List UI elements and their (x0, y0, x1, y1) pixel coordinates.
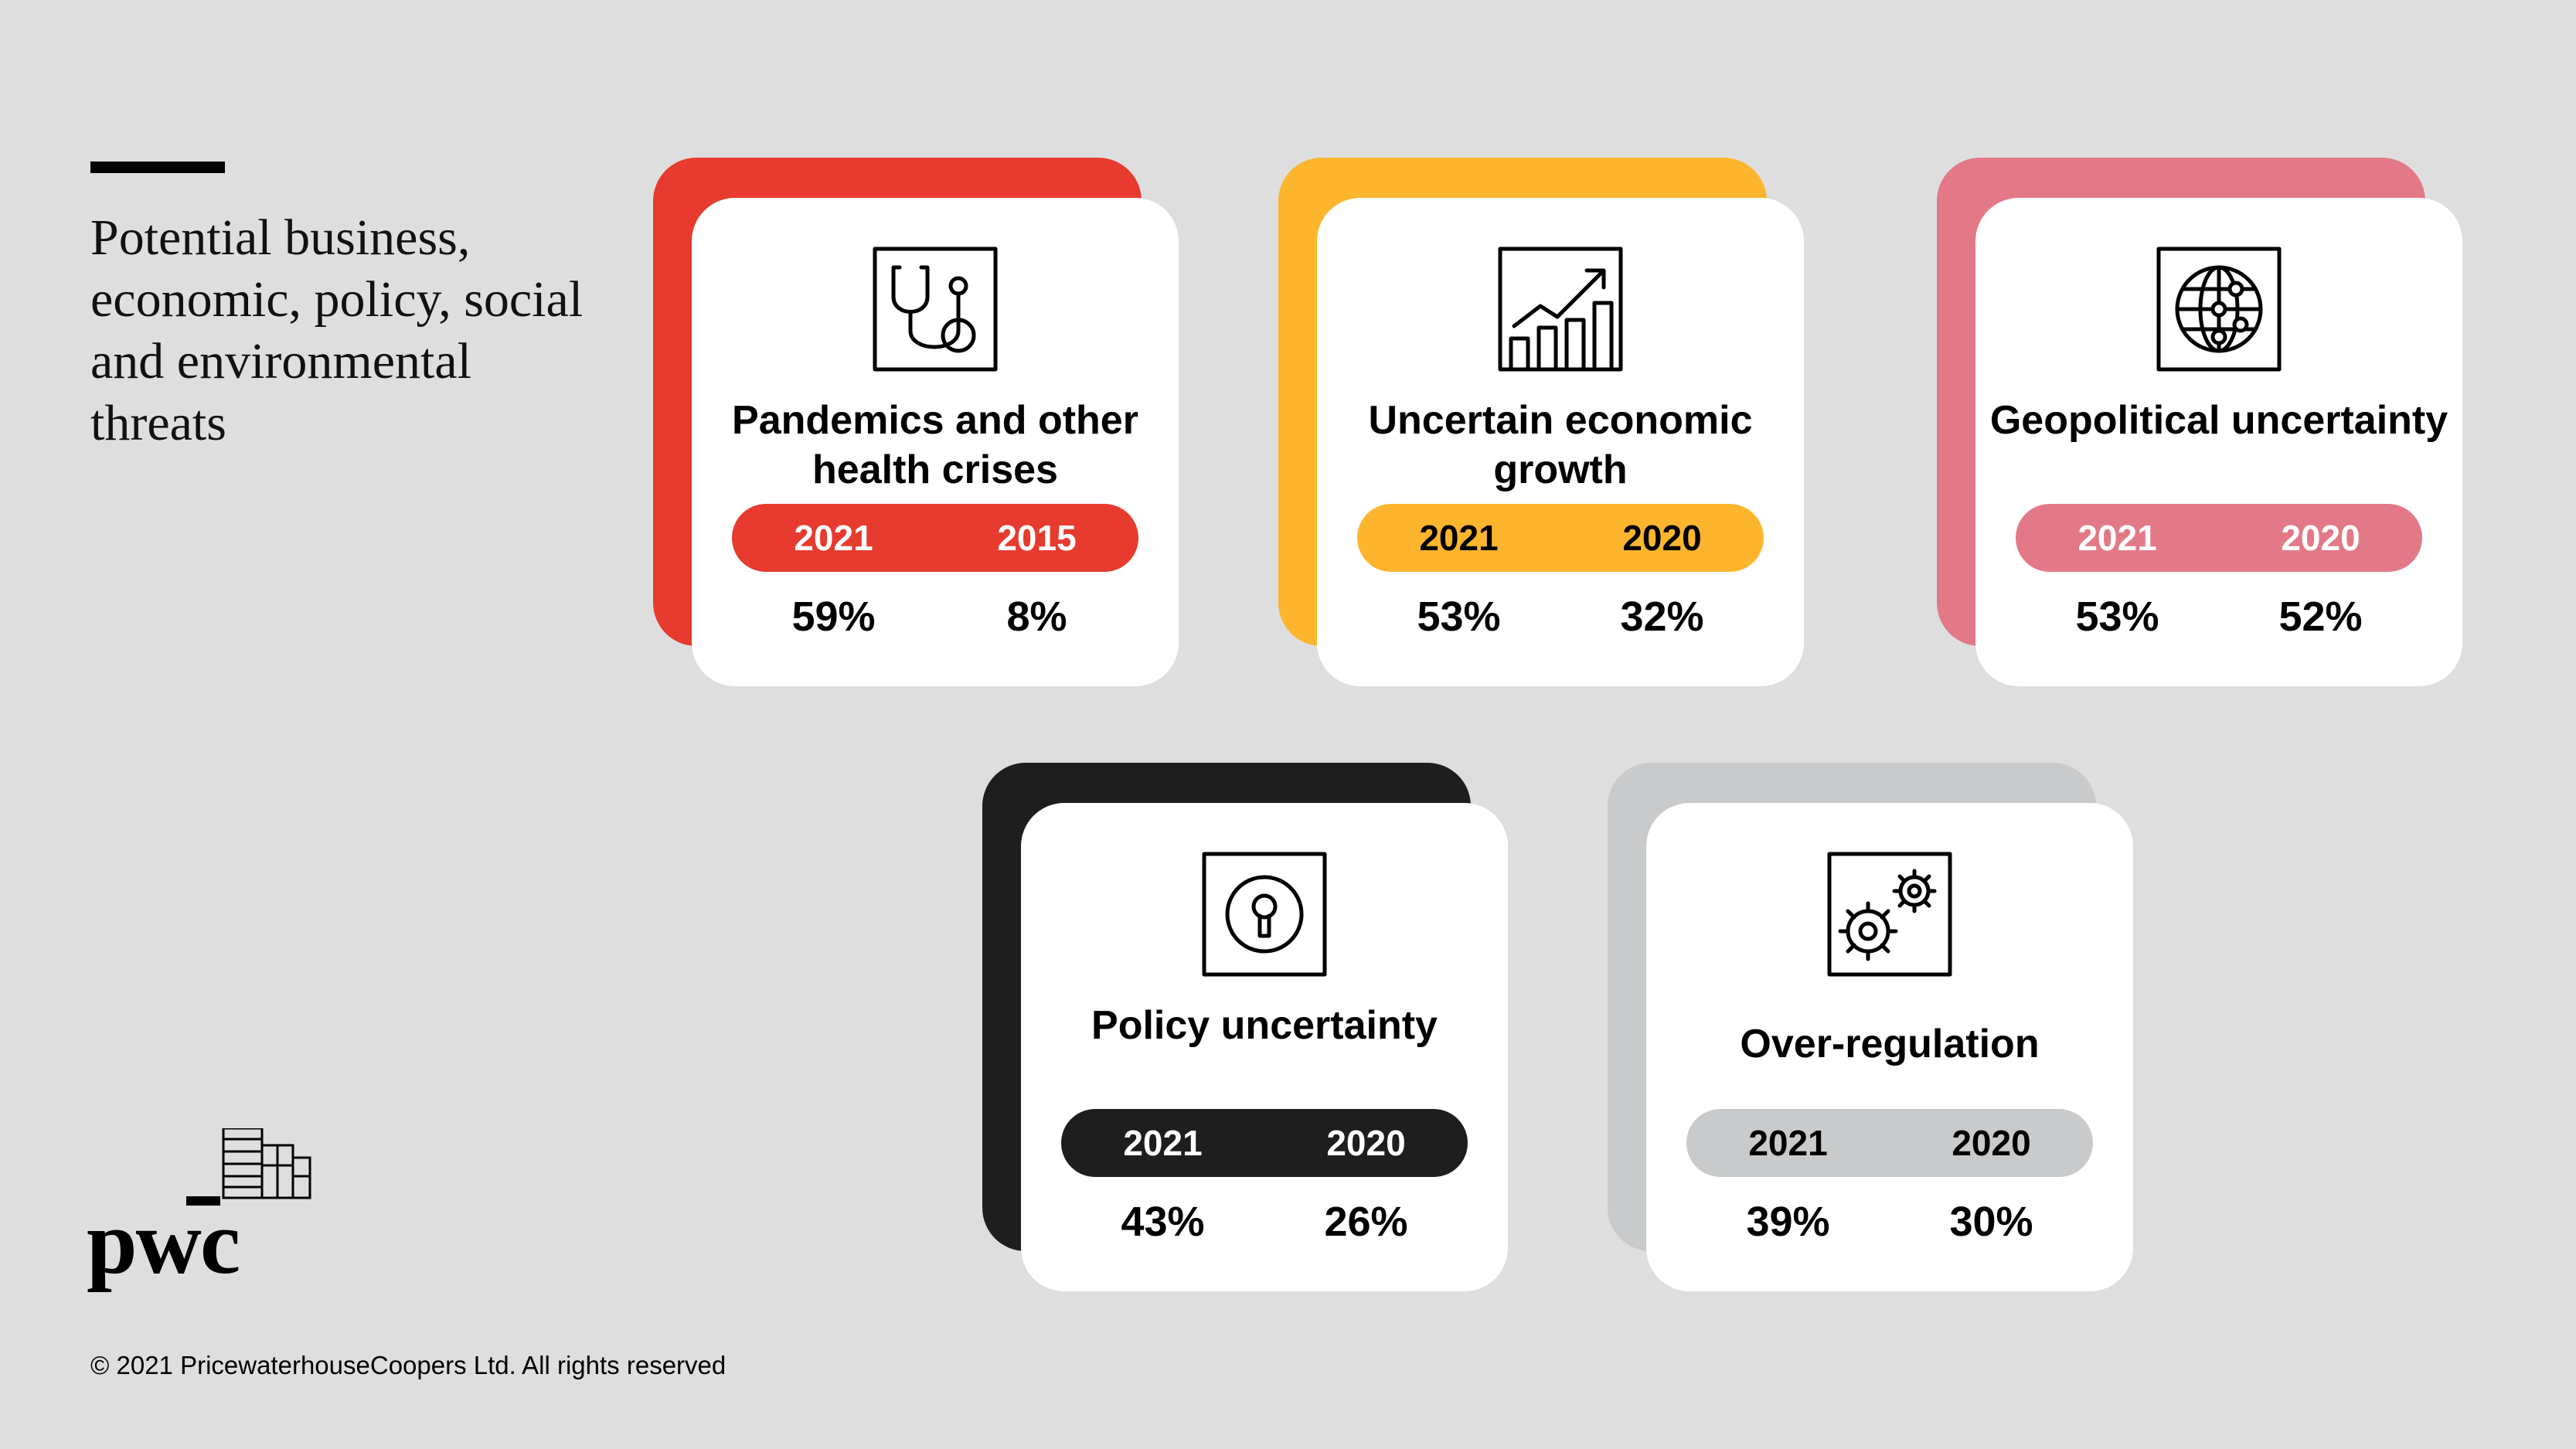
card-title: Uncertain economic growth (1368, 398, 1753, 492)
globe-icon (2156, 246, 2282, 372)
year-label: 2021 (1123, 1123, 1203, 1163)
value-percent: 32% (1620, 594, 1704, 640)
value-percent: 53% (1417, 594, 1501, 640)
keyhole-icon (1201, 851, 1328, 978)
value-row: 43% 26% (1061, 1197, 1468, 1247)
threat-card-pandemics: Pandemics and other health crises 2021 2… (653, 158, 1179, 686)
card-front-panel: Uncertain economic growth 2021 2020 53% … (1317, 198, 1804, 686)
year-pill: 2021 2020 (1357, 504, 1764, 572)
stethoscope-icon (872, 246, 999, 372)
value-percent: 30% (1949, 1199, 2033, 1245)
growth-chart-icon (1497, 246, 1624, 372)
year-pill: 2021 2020 (1686, 1109, 2093, 1177)
gears-icon (1826, 851, 1953, 978)
year-label: 2020 (1622, 518, 1702, 558)
value-row: 59% 8% (732, 592, 1138, 641)
value-percent: 43% (1121, 1199, 1205, 1245)
year-pill: 2021 2020 (2016, 504, 2422, 572)
threat-card-economic-growth: Uncertain economic growth 2021 2020 53% … (1278, 158, 1804, 686)
value-percent: 59% (791, 594, 876, 640)
card-title: Geopolitical uncertainty (1989, 398, 2448, 443)
year-label: 2021 (2077, 518, 2157, 558)
year-label: 2020 (1326, 1123, 1406, 1163)
card-front-panel: Over-regulation 2021 2020 39% 30% (1646, 803, 2133, 1291)
copyright-notice: © 2021 PricewaterhouseCoopers Ltd. All r… (90, 1351, 727, 1379)
card-title: Policy uncertainty (1091, 1003, 1438, 1048)
year-label: 2015 (997, 518, 1077, 558)
title-rule (90, 162, 225, 173)
year-label: 2021 (794, 518, 873, 558)
value-percent: 39% (1746, 1199, 1830, 1245)
threat-card-over-regulation: Over-regulation 2021 2020 39% 30% (1608, 763, 2133, 1291)
card-title: Pandemics and other health crises (732, 398, 1138, 492)
value-percent: 53% (2075, 594, 2159, 640)
year-label: 2020 (1952, 1123, 2031, 1163)
card-title: Over-regulation (1740, 1022, 2040, 1066)
year-label: 2021 (1748, 1123, 1828, 1163)
card-front-panel: Geopolitical uncertainty 2021 2020 53% 5… (1975, 198, 2462, 686)
value-row: 53% 32% (1357, 592, 1764, 641)
year-label: 2020 (2281, 518, 2360, 558)
year-pill: 2021 2015 (732, 504, 1138, 572)
year-label: 2021 (1419, 518, 1499, 558)
value-percent: 8% (1006, 594, 1067, 640)
page-title: Potential business, economic, policy, so… (90, 209, 584, 451)
value-row: 39% 30% (1686, 1197, 2093, 1247)
value-row: 53% 52% (2016, 592, 2422, 641)
year-pill: 2021 2020 (1061, 1109, 1468, 1177)
pwc-logo-mark-icon (186, 1128, 311, 1206)
threat-card-policy: Policy uncertainty 2021 2020 43% 26% (982, 763, 1508, 1291)
card-front-panel: Policy uncertainty 2021 2020 43% 26% (1021, 803, 1508, 1291)
value-percent: 52% (2278, 594, 2363, 640)
threat-card-geopolitical: Geopolitical uncertainty 2021 2020 53% 5… (1937, 158, 2462, 686)
card-front-panel: Pandemics and other health crises 2021 2… (692, 198, 1179, 686)
value-percent: 26% (1324, 1199, 1408, 1245)
pwc-logo-text: pwc (87, 1192, 240, 1293)
